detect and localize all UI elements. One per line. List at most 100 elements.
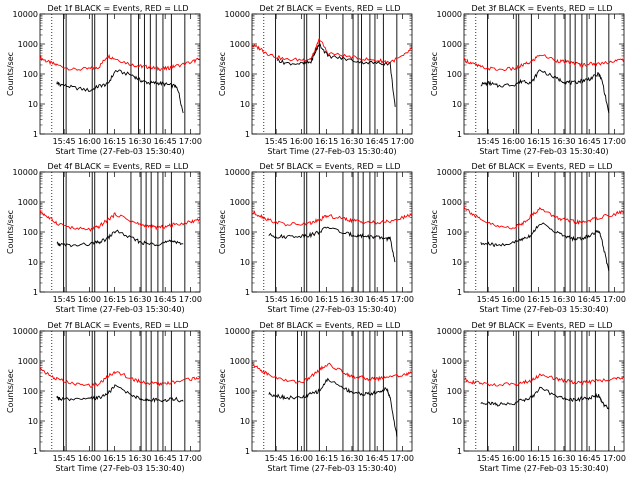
x-tick-label: 15:45 xyxy=(477,137,500,146)
lld-series xyxy=(251,38,413,64)
y-tick-label: 1000 xyxy=(18,40,38,49)
x-tick-label: 17:00 xyxy=(391,137,414,146)
y-tick-label: 10000 xyxy=(13,10,38,19)
x-tick-label: 17:00 xyxy=(603,295,626,304)
y-tick-label: 10000 xyxy=(13,168,38,177)
x-tick-label: 16:45 xyxy=(578,137,601,146)
x-tick-label: 17:00 xyxy=(179,295,202,304)
x-tick-label: 16:15 xyxy=(527,454,550,463)
y-axis-label: Counts/sec xyxy=(218,369,227,413)
y-tick-label: 1000 xyxy=(442,198,462,207)
x-tick-label: 15:45 xyxy=(265,454,288,463)
panel-det-8: Det 8f BLACK = Events, RED = LLD 1 10 100 10… xyxy=(218,321,414,473)
y-tick-label: 100 xyxy=(235,228,250,237)
x-tick-label: 15:45 xyxy=(53,295,76,304)
y-axis-label: Counts/sec xyxy=(6,210,15,254)
lld-series xyxy=(251,362,413,384)
x-tick-label: 16:00 xyxy=(290,454,313,463)
y-tick-label: 100 xyxy=(23,228,38,237)
events-series xyxy=(56,69,184,114)
x-tick-label: 15:45 xyxy=(265,137,288,146)
panel-det-7: Det 7f BLACK = Events, RED = LLD 1 10 100 10… xyxy=(6,321,202,473)
y-tick-label: 1 xyxy=(245,447,250,456)
lld-series xyxy=(39,366,201,388)
y-axis-label: Counts/sec xyxy=(6,369,15,413)
x-tick-label: 16:15 xyxy=(103,137,126,146)
x-tick-label: 16:15 xyxy=(527,137,550,146)
y-tick-label: 1000 xyxy=(442,357,462,366)
y-tick-label: 1 xyxy=(245,130,250,139)
x-tick-label: 16:45 xyxy=(366,295,389,304)
panel-title: Det 5f BLACK = Events, RED = LLD xyxy=(259,162,400,171)
x-axis-label: Start Time (27-Feb-03 15:30:40) xyxy=(267,147,396,156)
x-tick-label: 16:15 xyxy=(315,295,338,304)
y-tick-label: 1000 xyxy=(18,198,38,207)
y-axis-label: Counts/sec xyxy=(218,52,227,96)
y-tick-label: 100 xyxy=(235,387,250,396)
panel-title: Det 3f BLACK = Events, RED = LLD xyxy=(471,4,612,13)
y-tick-label: 1 xyxy=(33,130,38,139)
panel-title: Det 2f BLACK = Events, RED = LLD xyxy=(259,4,400,13)
events-series xyxy=(268,377,398,437)
y-tick-label: 1000 xyxy=(230,198,250,207)
x-tick-label: 16:00 xyxy=(502,454,525,463)
y-tick-label: 10 xyxy=(240,258,250,267)
y-tick-label: 10000 xyxy=(13,327,38,336)
x-tick-label: 16:15 xyxy=(103,454,126,463)
events-series xyxy=(56,384,184,403)
y-tick-label: 1 xyxy=(457,288,462,297)
x-tick-label: 17:00 xyxy=(179,137,202,146)
y-tick-label: 10 xyxy=(240,417,250,426)
y-axis-label: Counts/sec xyxy=(6,52,15,96)
x-tick-label: 17:00 xyxy=(179,454,202,463)
x-axis-label: Start Time (27-Feb-03 15:30:40) xyxy=(55,305,184,314)
y-tick-label: 1000 xyxy=(230,40,250,49)
y-tick-label: 10000 xyxy=(437,168,462,177)
y-tick-label: 10 xyxy=(240,100,250,109)
x-tick-label: 17:00 xyxy=(391,295,414,304)
x-tick-label: 16:45 xyxy=(366,137,389,146)
y-tick-label: 100 xyxy=(447,387,462,396)
x-axis-label: Start Time (27-Feb-03 15:30:40) xyxy=(55,147,184,156)
x-tick-label: 17:00 xyxy=(603,454,626,463)
x-tick-label: 16:00 xyxy=(78,137,101,146)
x-tick-label: 15:45 xyxy=(477,295,500,304)
x-tick-label: 15:45 xyxy=(53,137,76,146)
y-tick-label: 100 xyxy=(447,228,462,237)
lld-series xyxy=(463,206,625,230)
x-axis-label: Start Time (27-Feb-03 15:30:40) xyxy=(267,464,396,473)
y-tick-label: 100 xyxy=(23,70,38,79)
y-tick-label: 10 xyxy=(452,417,462,426)
y-tick-label: 10 xyxy=(452,100,462,109)
y-tick-label: 1 xyxy=(33,447,38,456)
x-tick-label: 16:15 xyxy=(315,137,338,146)
x-tick-label: 16:30 xyxy=(340,295,363,304)
y-tick-label: 10 xyxy=(28,417,38,426)
x-tick-label: 15:45 xyxy=(477,454,500,463)
x-tick-label: 16:45 xyxy=(578,454,601,463)
panel-title: Det 1f BLACK = Events, RED = LLD xyxy=(47,4,188,13)
y-tick-label: 1000 xyxy=(230,357,250,366)
events-series xyxy=(480,222,610,272)
y-tick-label: 10000 xyxy=(225,10,250,19)
events-series xyxy=(276,43,396,107)
y-tick-label: 10000 xyxy=(437,327,462,336)
panel-det-5: Det 5f BLACK = Events, RED = LLD 1 10 100 10… xyxy=(218,162,414,314)
x-tick-label: 15:45 xyxy=(53,454,76,463)
y-axis-label: Counts/sec xyxy=(430,369,439,413)
panel-title: Det 4f BLACK = Events, RED = LLD xyxy=(47,162,188,171)
y-tick-label: 100 xyxy=(235,70,250,79)
x-tick-label: 16:30 xyxy=(128,137,151,146)
panel-det-6: Det 6f BLACK = Events, RED = LLD 1 10 100 10… xyxy=(430,162,626,314)
y-tick-label: 10 xyxy=(452,258,462,267)
y-tick-label: 1 xyxy=(457,130,462,139)
x-tick-label: 16:30 xyxy=(340,137,363,146)
y-tick-label: 100 xyxy=(447,70,462,79)
x-tick-label: 16:30 xyxy=(340,454,363,463)
y-axis-label: Counts/sec xyxy=(430,52,439,96)
x-tick-label: 16:30 xyxy=(552,454,575,463)
y-tick-label: 1 xyxy=(33,288,38,297)
x-tick-label: 16:15 xyxy=(315,454,338,463)
x-tick-label: 16:00 xyxy=(78,295,101,304)
